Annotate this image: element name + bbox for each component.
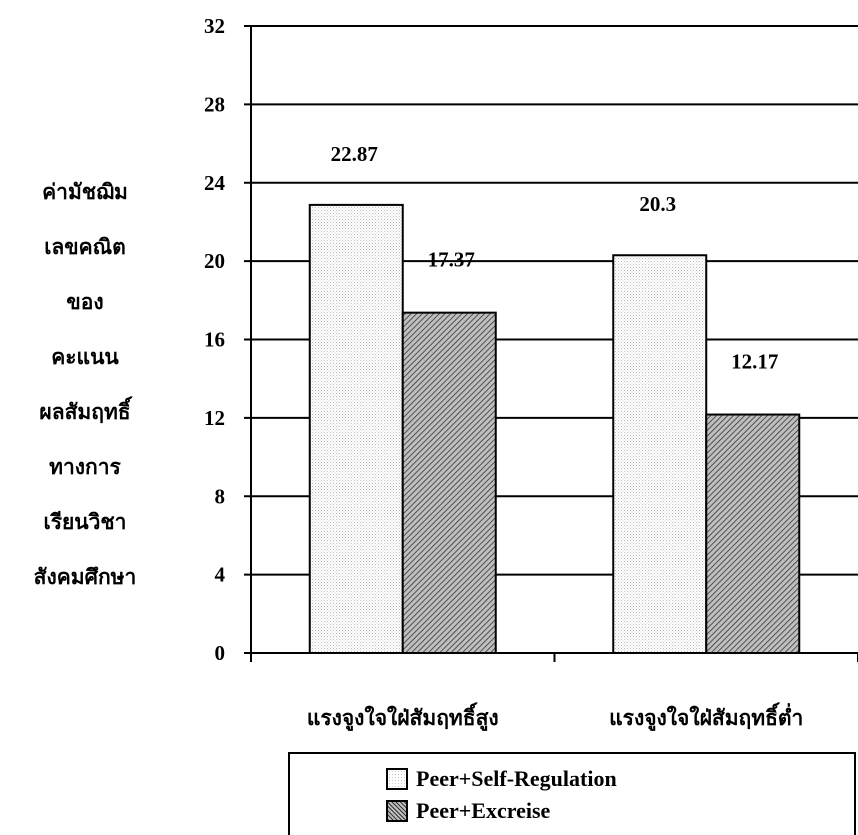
y-tick-label: 12 <box>204 406 225 430</box>
bar-1-1 <box>705 413 801 654</box>
data-label-1-1: 12.17 <box>731 350 778 374</box>
y-tick-label: 28 <box>204 92 225 116</box>
y-axis-label-line: ทางการ <box>49 454 121 479</box>
y-tick-label: 4 <box>215 563 226 587</box>
y-tick-label: 20 <box>204 249 225 273</box>
bar-0-0 <box>308 203 404 654</box>
legend-item-1: Peer+Excreise <box>386 798 550 824</box>
legend-swatch-0 <box>386 768 408 790</box>
y-tick-label: 8 <box>215 484 226 508</box>
legend-item-0: Peer+Self-Regulation <box>386 766 617 792</box>
y-axis-label-line: เลขคณิต <box>44 234 126 259</box>
y-axis-label-line: ผลสัมฤทธิ์ <box>39 399 131 424</box>
y-tick-label: 32 <box>204 14 225 38</box>
legend: Peer+Self-Regulation Peer+Excreise <box>288 752 856 835</box>
bar-0-1 <box>612 254 708 654</box>
x-tick-label-0: แรงจูงใจใฝ่สัมฤทธิ์สูง <box>307 702 499 732</box>
legend-swatch-1 <box>386 800 408 822</box>
axes <box>244 25 858 662</box>
bar-1-0 <box>401 311 497 654</box>
labels: 0 4 8 12 16 20 24 28 32 22.87 17.37 แรงจูงใจใฝ่สัมฤ… <box>204 14 803 732</box>
y-axis-label-line: ค่ามัชฌิม <box>42 179 128 204</box>
bars <box>308 203 801 654</box>
y-axis-label-line: สังคมศึกษา <box>33 564 137 589</box>
y-tick-label: 16 <box>204 328 225 352</box>
data-label-0-0: 22.87 <box>331 142 378 166</box>
y-axis-label-line: เรียนวิชา <box>43 509 127 534</box>
y-tick-label: 24 <box>204 171 226 195</box>
data-label-0-1: 20.3 <box>639 192 676 216</box>
legend-label-0: Peer+Self-Regulation <box>416 766 617 791</box>
y-axis-label-line: คะแนน <box>51 344 119 369</box>
legend-label-1: Peer+Excreise <box>416 798 551 823</box>
y-axis-label-line: ของ <box>66 289 104 314</box>
y-tick-label: 0 <box>215 641 226 665</box>
x-tick-label-1: แรงจูงใจใฝ่สัมฤทธิ์ต่ำ <box>609 702 803 732</box>
data-label-1-0: 17.37 <box>428 248 475 272</box>
